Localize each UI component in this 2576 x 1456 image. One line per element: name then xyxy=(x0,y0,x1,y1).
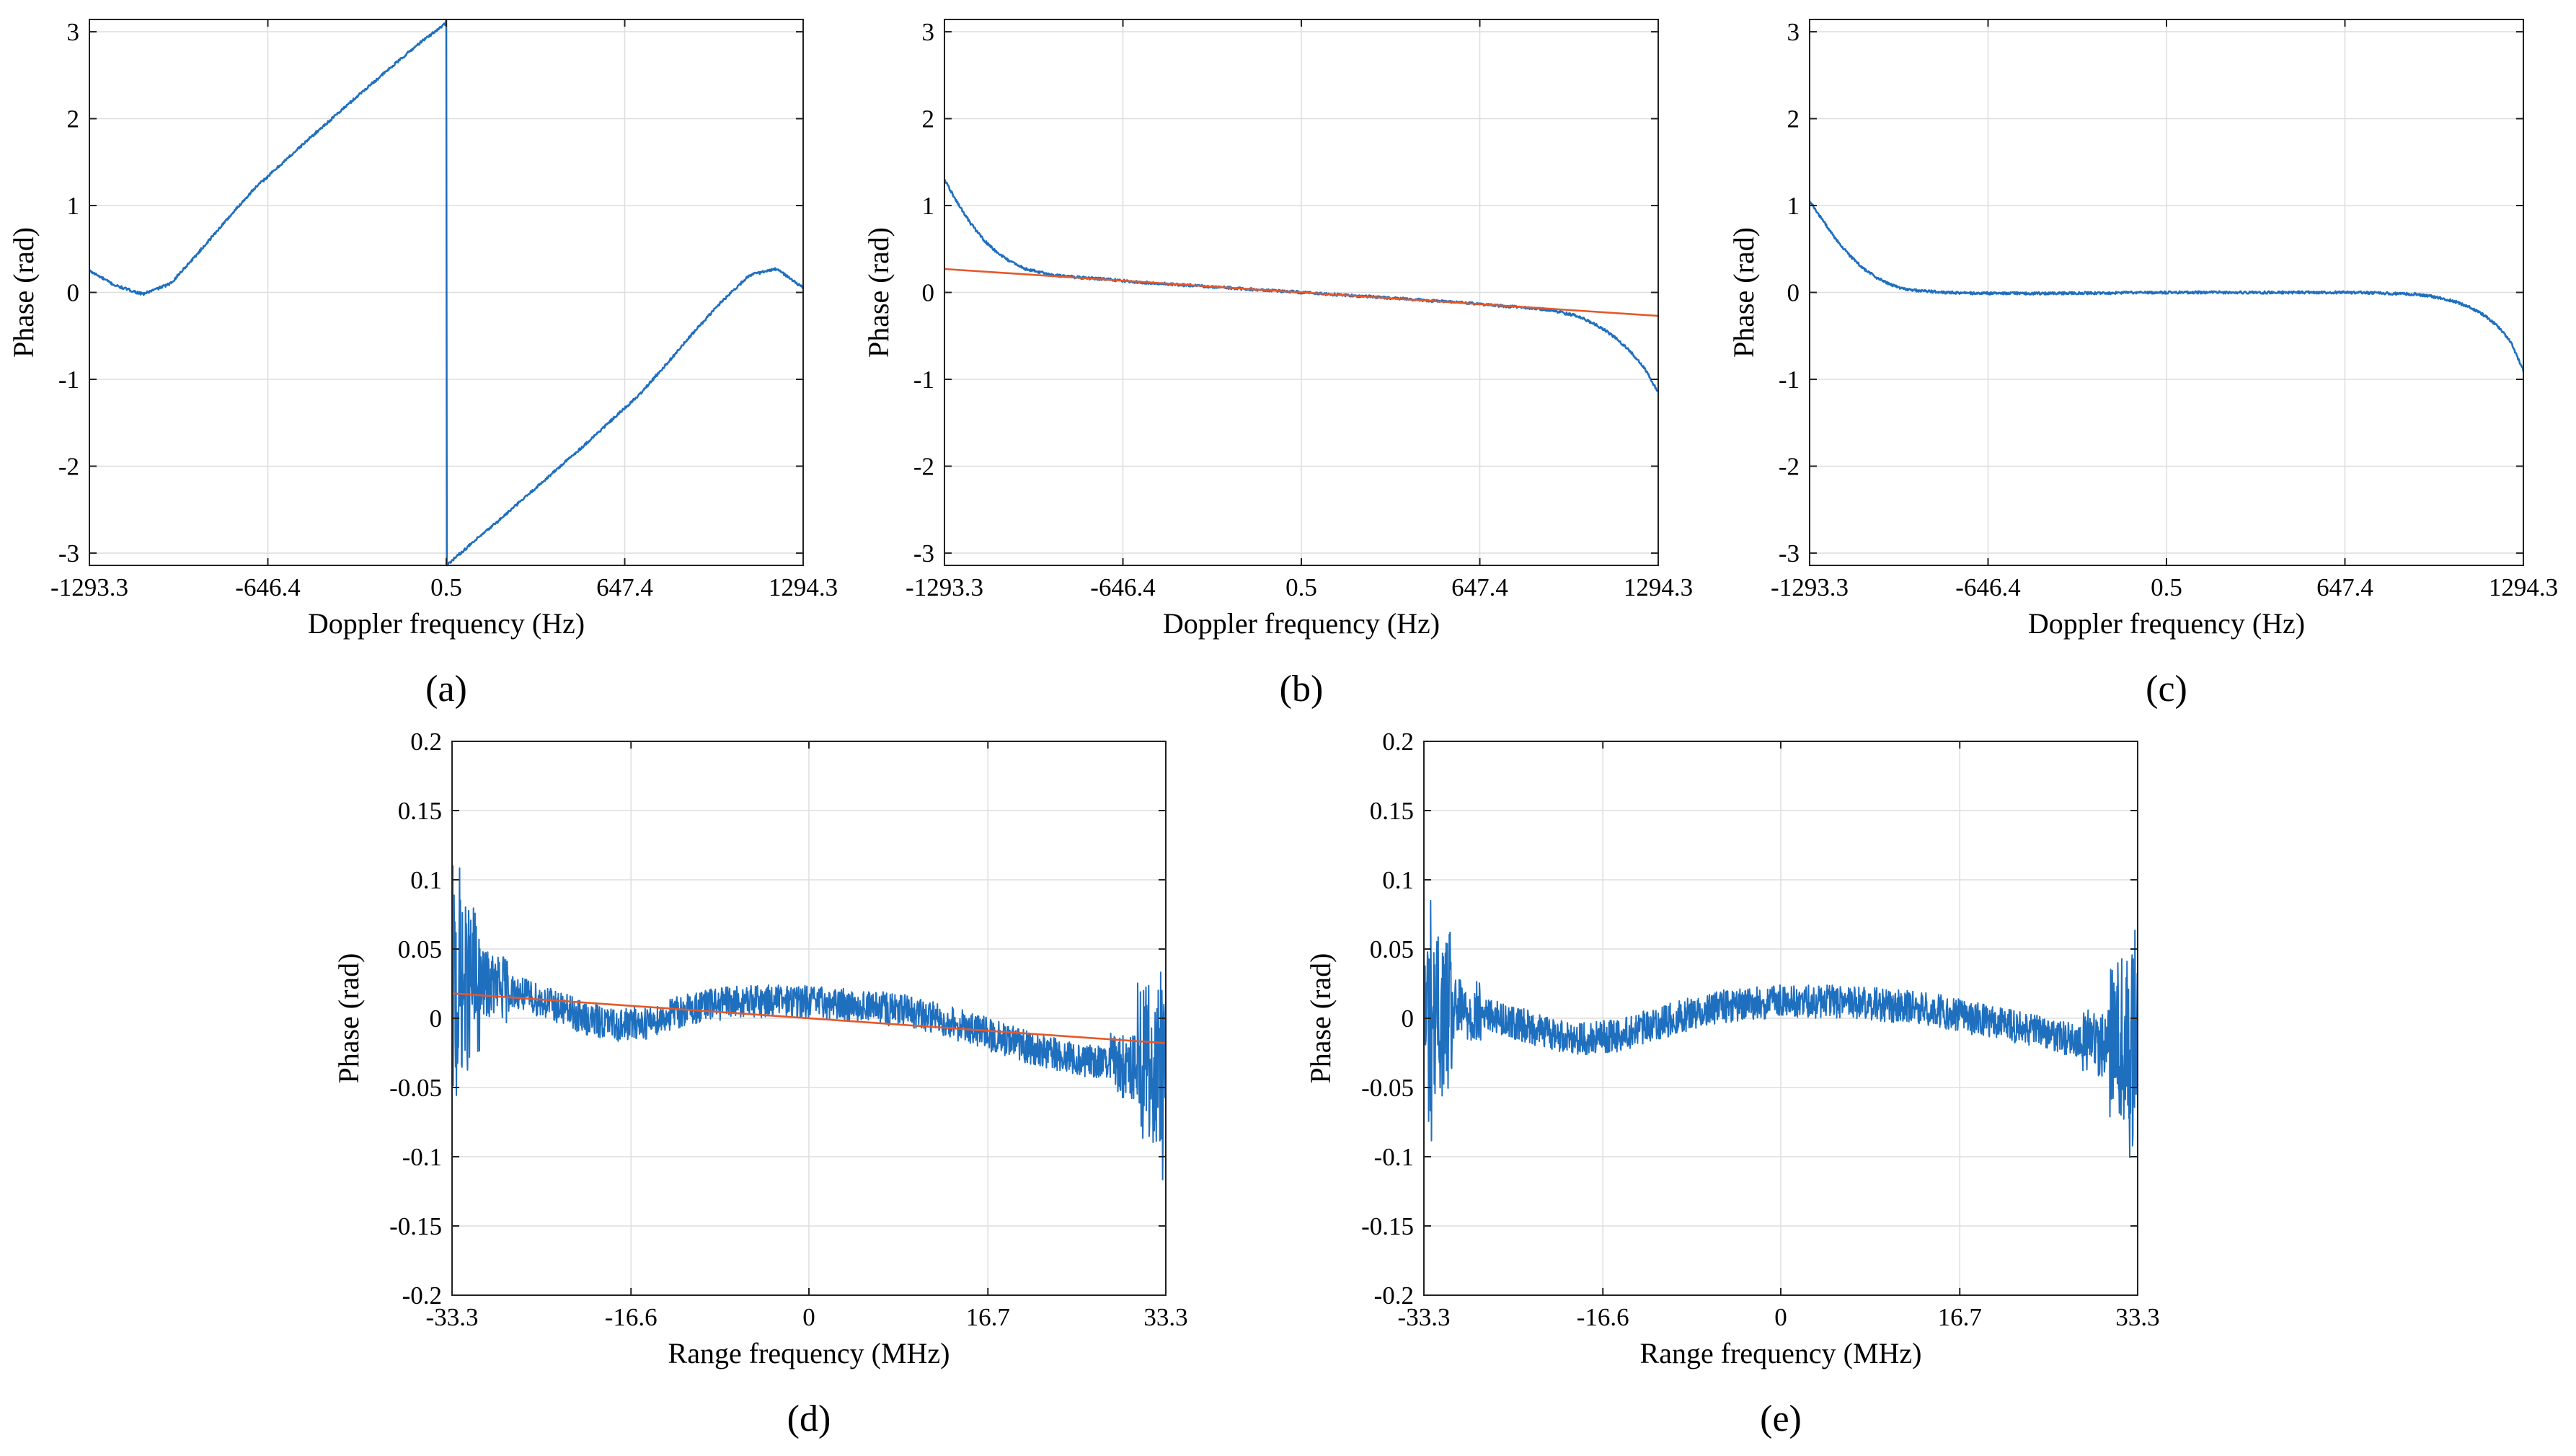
y-tick-label: -0.15 xyxy=(389,1212,442,1240)
x-tick-label: 0.5 xyxy=(2151,573,2182,601)
chart-panel-d: -33.3 -16.6 0 16.7 33.3 -0.2 -0.15 -0.1 -0.05 0 0.… xyxy=(332,728,1188,1439)
y-tick-label: 0 xyxy=(922,279,935,307)
y-tick-label: 0 xyxy=(67,279,80,307)
y-tick-label: 2 xyxy=(922,105,935,133)
y-tick-label: -0.2 xyxy=(1374,1281,1414,1310)
y-axis-label: Phase (rad) xyxy=(7,227,40,358)
x-tick-label: 1294.3 xyxy=(1624,573,1693,601)
x-tick-label: -1293.3 xyxy=(1771,573,1849,601)
y-tick-label: -0.1 xyxy=(1374,1143,1414,1171)
y-tick-label: 3 xyxy=(922,18,935,46)
fit-line xyxy=(451,992,1167,1044)
x-tick-label: 0.5 xyxy=(1285,573,1317,601)
y-tick-label: 2 xyxy=(67,105,80,133)
y-tick-label: -2 xyxy=(58,452,79,480)
y-tick-label: 3 xyxy=(1787,18,1800,46)
y-tick-label: 0.15 xyxy=(1370,797,1414,825)
x-tick-label: 647.4 xyxy=(1451,573,1508,601)
y-tick-label: 0.05 xyxy=(1370,935,1414,963)
y-tick-label: 0.1 xyxy=(1382,866,1414,894)
y-tick-label: 0.2 xyxy=(1382,728,1414,756)
fit-line xyxy=(944,268,1659,317)
panel-caption: (d) xyxy=(787,1398,831,1439)
y-tick-label: 1 xyxy=(67,192,80,220)
x-tick-label: 0.5 xyxy=(430,573,462,601)
y-tick-label: -0.05 xyxy=(1361,1074,1414,1102)
x-tick-label: -646.4 xyxy=(1955,573,2020,601)
y-axis-label: Phase (rad) xyxy=(1304,953,1337,1083)
x-tick-label: 647.4 xyxy=(596,573,653,601)
x-axis-label: Doppler frequency (Hz) xyxy=(308,607,585,640)
x-tick-label: -646.4 xyxy=(235,573,300,601)
y-tick-label: 0 xyxy=(1402,1005,1415,1033)
y-tick-label: 0.2 xyxy=(410,728,442,756)
x-tick-label: -33.3 xyxy=(1398,1303,1451,1331)
x-tick-label: -33.3 xyxy=(426,1303,479,1331)
panel-caption: (b) xyxy=(1280,669,1324,710)
y-tick-label: -3 xyxy=(58,539,79,568)
chart-panel-e: -33.3 -16.6 0 16.7 33.3 -0.2 -0.15 -0.1 -0.05 0 0.… xyxy=(1304,728,2160,1439)
y-tick-label: -0.2 xyxy=(402,1281,442,1310)
y-tick-label: 0.15 xyxy=(398,797,442,825)
panel-caption: (a) xyxy=(425,669,467,710)
x-tick-label: 0 xyxy=(802,1303,815,1331)
panel-caption: (e) xyxy=(1760,1398,1802,1439)
panel-caption: (c) xyxy=(2146,669,2187,710)
x-axis-label: Doppler frequency (Hz) xyxy=(1163,607,1440,640)
x-tick-label: 1294.3 xyxy=(2489,573,2558,601)
x-tick-label: -646.4 xyxy=(1090,573,1155,601)
x-tick-label: 16.7 xyxy=(1938,1303,1982,1331)
y-tick-label: -3 xyxy=(913,539,934,568)
x-tick-label: -16.6 xyxy=(1577,1303,1629,1331)
y-tick-label: 1 xyxy=(922,192,935,220)
y-axis-label: Phase (rad) xyxy=(332,953,365,1083)
chart-panel-a: -1293.3 -646.4 0.5 647.4 1294.3 -3 -2 -1 0 1 2 3 Do… xyxy=(7,18,838,710)
x-tick-label: 1294.3 xyxy=(769,573,838,601)
x-tick-label: 16.7 xyxy=(966,1303,1010,1331)
y-tick-label: 0.1 xyxy=(410,866,442,894)
y-tick-label: 1 xyxy=(1787,192,1800,220)
x-tick-label: 33.3 xyxy=(2115,1303,2159,1331)
y-tick-label: 0.05 xyxy=(398,935,442,963)
y-tick-label: -0.15 xyxy=(1361,1212,1414,1240)
x-tick-label: -16.6 xyxy=(605,1303,658,1331)
y-tick-label: -0.1 xyxy=(402,1143,442,1171)
data-line xyxy=(1423,899,2138,1158)
y-tick-label: 3 xyxy=(67,18,80,46)
chart-panel-c: -1293.3 -646.4 0.5 647.4 1294.3 -3 -2 -1 0 1 2 3 Do… xyxy=(1727,18,2558,710)
x-tick-label: -1293.3 xyxy=(906,573,983,601)
y-tick-label: -0.05 xyxy=(389,1074,442,1102)
x-tick-label: 0 xyxy=(1774,1303,1787,1331)
y-tick-label: -1 xyxy=(913,366,934,394)
y-tick-label: -3 xyxy=(1779,539,1800,568)
y-axis-label: Phase (rad) xyxy=(862,227,895,358)
x-tick-label: -1293.3 xyxy=(50,573,128,601)
y-tick-label: -1 xyxy=(58,366,79,394)
y-tick-label: -2 xyxy=(913,452,934,480)
y-tick-label: 2 xyxy=(1787,105,1800,133)
y-axis-label: Phase (rad) xyxy=(1727,227,1760,358)
x-tick-label: 647.4 xyxy=(2316,573,2373,601)
y-tick-label: 0 xyxy=(1787,279,1800,307)
x-axis-label: Range frequency (MHz) xyxy=(668,1337,950,1369)
y-tick-label: 0 xyxy=(430,1005,443,1033)
x-tick-label: 33.3 xyxy=(1143,1303,1187,1331)
chart-panel-b: -1293.3 -646.4 0.5 647.4 1294.3 -3 -2 -1 0 1 2 3 Do… xyxy=(862,18,1693,710)
y-tick-label: -2 xyxy=(1779,452,1800,480)
y-tick-label: -1 xyxy=(1779,366,1800,394)
data-line xyxy=(1808,200,2525,372)
data-line xyxy=(451,865,1167,1181)
x-axis-label: Doppler frequency (Hz) xyxy=(2028,607,2305,640)
x-axis-label: Range frequency (MHz) xyxy=(1640,1337,1922,1369)
